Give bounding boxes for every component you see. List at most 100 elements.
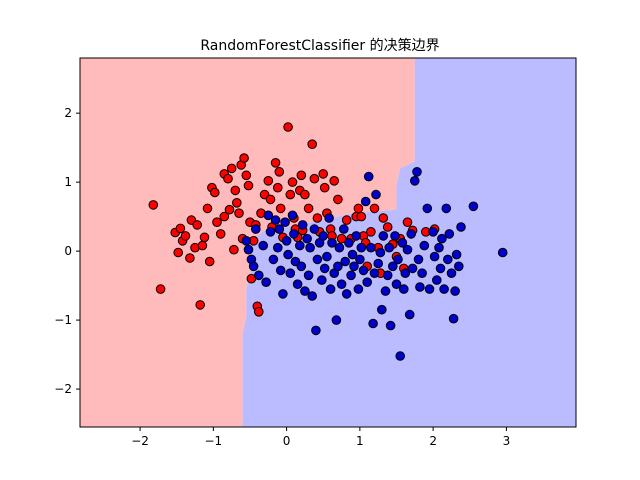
data-point <box>296 170 307 181</box>
data-point <box>324 213 334 223</box>
data-point <box>296 261 307 272</box>
data-point <box>318 169 329 179</box>
data-point <box>356 211 367 222</box>
data-point <box>399 284 409 294</box>
data-point <box>281 236 292 246</box>
data-point <box>341 215 352 225</box>
data-point <box>261 277 271 288</box>
data-point <box>297 220 308 230</box>
data-point <box>395 351 406 361</box>
data-point <box>424 284 435 294</box>
data-point <box>295 240 305 251</box>
data-point <box>375 247 386 258</box>
data-point <box>265 194 276 205</box>
data-point <box>415 282 425 292</box>
data-point <box>437 233 447 244</box>
data-point <box>347 249 358 260</box>
data-point <box>319 263 330 274</box>
data-point <box>212 217 222 227</box>
data-point <box>384 242 395 253</box>
data-point <box>382 270 393 281</box>
y-tick-label: 2 <box>64 106 72 120</box>
data-point <box>273 182 283 193</box>
data-point <box>444 229 455 239</box>
data-point <box>300 189 310 200</box>
data-point <box>366 242 376 253</box>
data-point <box>368 318 378 329</box>
data-point <box>268 254 279 265</box>
data-point <box>358 265 369 276</box>
data-point <box>243 180 254 191</box>
data-point <box>339 224 349 234</box>
data-point <box>400 268 411 279</box>
x-tick-label: 1 <box>356 434 364 448</box>
data-point <box>373 258 384 269</box>
data-point <box>448 313 459 324</box>
data-point <box>243 244 254 255</box>
data-point <box>180 231 191 241</box>
data-point <box>417 268 427 279</box>
data-point <box>307 139 318 149</box>
y-tick-label: 1 <box>64 175 72 189</box>
data-point <box>388 261 398 272</box>
data-point <box>263 210 274 221</box>
data-point <box>369 268 380 279</box>
data-point <box>382 222 393 232</box>
data-point <box>429 251 440 262</box>
data-point <box>224 204 235 215</box>
data-point <box>307 291 318 301</box>
data-point <box>283 122 293 132</box>
data-point <box>439 284 449 294</box>
data-point <box>371 189 381 200</box>
data-point <box>391 279 402 290</box>
data-point <box>380 286 391 296</box>
data-point <box>253 307 264 317</box>
data-point <box>274 224 285 234</box>
x-tick-label: 3 <box>503 434 511 448</box>
data-point <box>377 304 387 315</box>
y-tick-label: 0 <box>64 244 72 258</box>
chart-title: RandomForestClassifier 的决策边界 <box>200 37 439 54</box>
data-point <box>497 247 508 258</box>
x-tick-label: −1 <box>204 434 222 448</box>
data-point <box>278 289 288 299</box>
data-point <box>341 289 352 299</box>
data-point <box>309 173 320 184</box>
data-point <box>346 270 356 281</box>
data-point <box>456 222 466 232</box>
data-point <box>363 171 374 182</box>
data-point <box>353 203 364 214</box>
data-point <box>204 256 215 267</box>
data-point <box>280 217 290 227</box>
point-series-1 <box>241 167 508 361</box>
data-point <box>356 242 367 253</box>
data-point <box>378 231 389 241</box>
data-point <box>192 220 202 230</box>
data-point <box>148 200 159 210</box>
data-point <box>353 284 364 294</box>
data-point <box>232 198 242 208</box>
data-point <box>270 215 281 225</box>
data-point <box>185 253 195 263</box>
data-point <box>155 284 166 294</box>
data-point <box>285 189 296 200</box>
y-axis: −2 −1 0 1 2 <box>54 106 80 396</box>
x-tick-label: −2 <box>131 434 149 448</box>
data-point <box>402 244 413 255</box>
data-point <box>362 277 373 288</box>
data-point <box>410 176 420 186</box>
data-point <box>283 249 293 260</box>
data-point <box>390 231 400 241</box>
data-point <box>210 187 220 198</box>
data-point <box>274 167 285 177</box>
data-point <box>248 261 259 272</box>
data-point <box>305 242 315 253</box>
data-point <box>349 261 359 272</box>
data-point <box>285 268 296 279</box>
data-point <box>369 203 380 214</box>
data-point <box>351 231 362 241</box>
data-point <box>241 236 252 246</box>
data-point <box>446 268 457 279</box>
data-point <box>434 242 444 253</box>
